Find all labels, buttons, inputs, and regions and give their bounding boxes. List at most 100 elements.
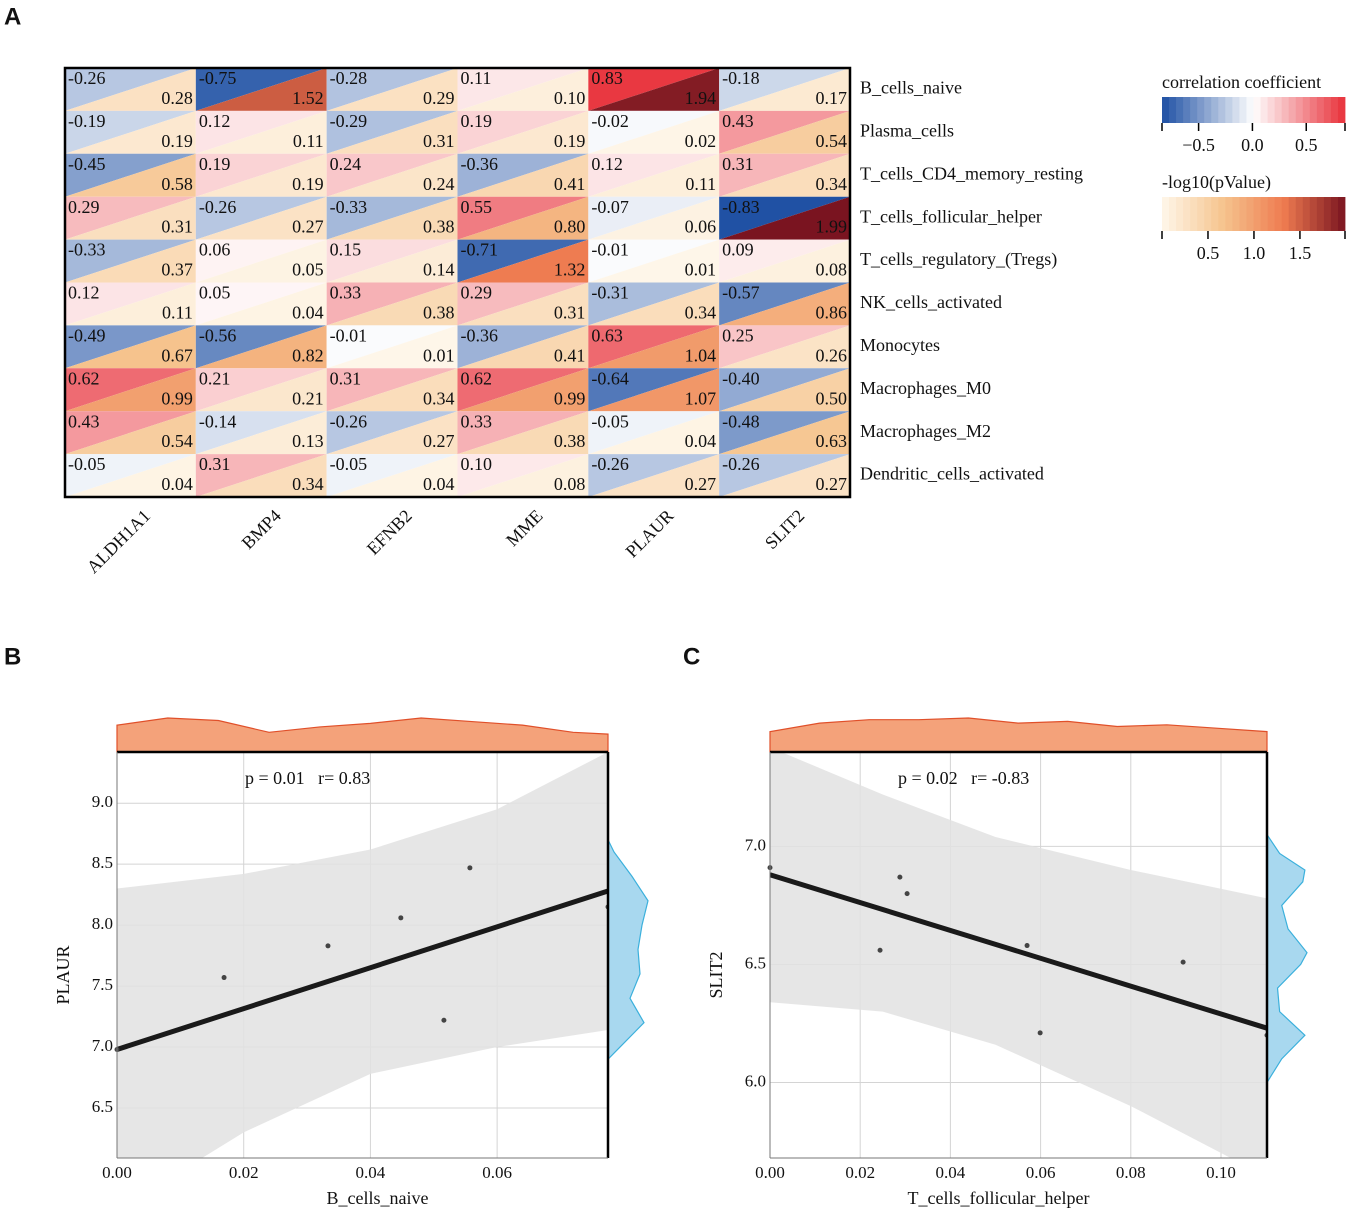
x-tick-label: 0.02 bbox=[229, 1163, 259, 1182]
pvalue-triangle bbox=[588, 239, 720, 283]
corr-label: -0.26 bbox=[722, 454, 760, 474]
colorbar-segment bbox=[1330, 97, 1339, 123]
y-tick-label: 7.5 bbox=[92, 975, 113, 994]
pvalue-label: 1.99 bbox=[816, 217, 848, 237]
x-tick-label: 0.04 bbox=[356, 1163, 386, 1182]
pvalue-triangle bbox=[195, 153, 327, 197]
point bbox=[1024, 943, 1030, 949]
corr-triangle bbox=[326, 153, 458, 197]
colorbar-segment bbox=[1176, 97, 1184, 123]
corr-label: 0.29 bbox=[461, 283, 493, 303]
pvalue-label: 0.04 bbox=[161, 474, 193, 494]
pvalue-label: 0.80 bbox=[554, 217, 586, 237]
colorbar-segment bbox=[1197, 197, 1205, 231]
pvalue-triangle bbox=[326, 368, 458, 412]
colorbar-segment bbox=[1190, 97, 1198, 123]
corr-label: 0.12 bbox=[199, 111, 231, 131]
pvalue-triangle bbox=[588, 411, 720, 455]
pvalue-triangle bbox=[65, 325, 196, 369]
corr-triangle bbox=[195, 239, 327, 283]
corr-label: 0.31 bbox=[722, 154, 754, 174]
corr-label: -0.31 bbox=[591, 283, 629, 303]
pvalue-triangle bbox=[65, 196, 196, 240]
corr-label: 0.24 bbox=[330, 154, 362, 174]
annotation: p = 0.01 r= 0.83 bbox=[245, 768, 370, 788]
colorbar-segment bbox=[1190, 197, 1198, 231]
y-density bbox=[1266, 832, 1308, 1085]
trend-line bbox=[770, 872, 1267, 1031]
corr-label: 0.19 bbox=[199, 154, 231, 174]
pvalue-triangle bbox=[457, 110, 589, 154]
pvalue-label: 0.38 bbox=[423, 217, 455, 237]
colorbar-segment bbox=[1260, 197, 1268, 231]
colorbar-segment bbox=[1260, 97, 1268, 123]
row-label: Dendritic_cells_activated bbox=[860, 464, 1044, 484]
row-label: NK_cells_activated bbox=[860, 292, 1002, 312]
pvalue-label: 1.94 bbox=[685, 88, 717, 108]
point bbox=[441, 1017, 447, 1023]
pvalue-label: 0.99 bbox=[554, 388, 586, 408]
pvalue-triangle bbox=[65, 153, 196, 197]
colorbar-segment bbox=[1330, 197, 1339, 231]
corr-label: -0.71 bbox=[461, 240, 499, 260]
pvalue-label: 0.06 bbox=[685, 217, 717, 237]
colorbar-segment bbox=[1225, 197, 1233, 231]
confidence-band bbox=[117, 752, 608, 1158]
colorbar-segment bbox=[1309, 197, 1318, 231]
corr-label: -0.01 bbox=[330, 326, 368, 346]
x-tick-label: 0.02 bbox=[845, 1163, 875, 1182]
pvalue-label: 0.08 bbox=[816, 260, 848, 280]
colorbar-segment bbox=[1218, 197, 1226, 231]
colorbar-segment bbox=[1316, 97, 1325, 123]
corr-label: 0.43 bbox=[68, 411, 100, 431]
column-label: ALDH1A1 bbox=[83, 506, 154, 577]
colorbar-segment bbox=[1295, 197, 1304, 231]
colorbar-segment bbox=[1183, 97, 1191, 123]
x-tick-label: 0.00 bbox=[755, 1163, 785, 1182]
corr-triangle bbox=[719, 239, 850, 283]
corr-triangle bbox=[719, 282, 850, 326]
confidence-band bbox=[770, 752, 1267, 1158]
corr-triangle bbox=[588, 411, 720, 455]
x-tick-label: 0.00 bbox=[102, 1163, 132, 1182]
colorbar-segment bbox=[1253, 197, 1261, 231]
colorbar-segment bbox=[1295, 97, 1304, 123]
corr-label: 0.29 bbox=[68, 197, 100, 217]
corr-triangle bbox=[719, 454, 850, 497]
pvalue-label: 0.41 bbox=[554, 174, 586, 194]
pvalue-triangle bbox=[719, 411, 850, 455]
pvalue-label: 0.27 bbox=[423, 431, 455, 451]
point bbox=[1037, 1030, 1043, 1036]
pvalue-label: 0.50 bbox=[816, 388, 848, 408]
pvalue-label: 0.34 bbox=[816, 174, 848, 194]
corr-label: -0.26 bbox=[199, 197, 237, 217]
corr-label: 0.31 bbox=[199, 454, 231, 474]
trend-line bbox=[117, 888, 608, 1052]
x-axis-label: B_cells_naive bbox=[327, 1188, 429, 1208]
y-density bbox=[607, 839, 649, 1061]
row-label: B_cells_naive bbox=[860, 78, 962, 98]
corr-label: 0.05 bbox=[199, 283, 231, 303]
x-tick-label: 0.06 bbox=[1026, 1163, 1056, 1182]
corr-label: 0.06 bbox=[199, 240, 231, 260]
colorbar-segment bbox=[1246, 97, 1254, 123]
pvalue-triangle bbox=[588, 153, 720, 197]
corr-triangle bbox=[65, 153, 196, 197]
pvalue-label: 0.17 bbox=[816, 88, 848, 108]
colorbar-segment bbox=[1211, 197, 1219, 231]
legend-tick-label: 1.5 bbox=[1289, 243, 1312, 263]
colorbar-segment bbox=[1274, 97, 1283, 123]
corr-triangle bbox=[588, 196, 720, 240]
pvalue-label: 0.04 bbox=[292, 303, 324, 323]
x-tick-label: 0.08 bbox=[1116, 1163, 1146, 1182]
colorbar-segment bbox=[1204, 97, 1212, 123]
pvalue-triangle bbox=[326, 282, 458, 326]
corr-label: -0.05 bbox=[68, 454, 106, 474]
pvalue-triangle bbox=[65, 282, 196, 326]
pvalue-triangle bbox=[65, 454, 196, 497]
corr-triangle bbox=[195, 282, 327, 326]
pvalue-label: 0.37 bbox=[161, 260, 193, 280]
point bbox=[467, 865, 473, 871]
colorbar-segment bbox=[1211, 97, 1219, 123]
